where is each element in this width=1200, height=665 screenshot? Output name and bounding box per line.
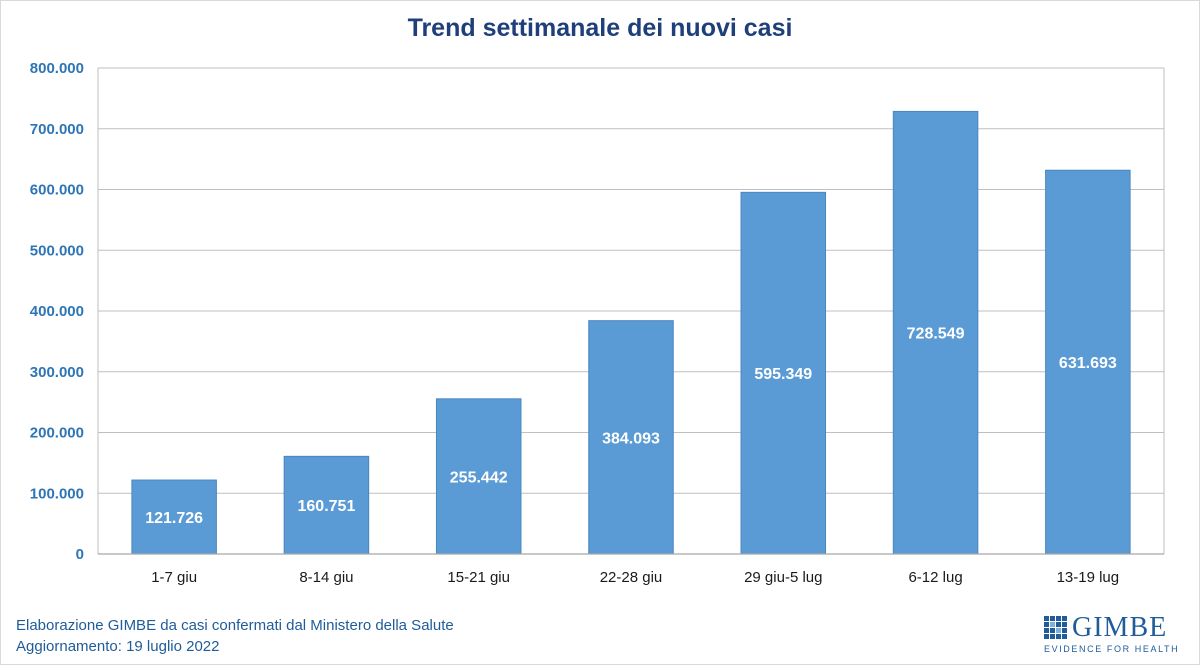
bar-value-label: 595.349 [754, 366, 812, 383]
logo-tagline: EVIDENCE FOR HEALTH [1044, 644, 1180, 654]
bar-chart: 0 100.000 200.000 300.000 400.000 500.000 600.… [30, 60, 1165, 586]
footer-note: Elaborazione GIMBE da casi confermati da… [16, 615, 454, 657]
x-tick-label: 22-28 giu [600, 569, 663, 586]
footer-updated: Aggiornamento: 19 luglio 2022 [16, 638, 220, 655]
bar-value-label: 384.093 [602, 430, 660, 447]
bar [1045, 169, 1131, 555]
bar-value-label: 631.693 [1059, 355, 1117, 372]
y-tick-label: 600.000 [30, 182, 84, 199]
y-tick-label: 500.000 [30, 242, 84, 259]
bar-value-label: 255.442 [450, 469, 508, 486]
bar [892, 110, 979, 555]
bar [283, 455, 370, 555]
bar [131, 479, 217, 555]
gimbe-logo: GIMBE EVIDENCE FOR HEALTH [1040, 612, 1180, 654]
chart-title: Trend settimanale dei nuovi casi [407, 14, 793, 42]
y-tick-label: 700.000 [30, 121, 84, 138]
footer-source: Elaborazione GIMBE da casi confermati da… [16, 617, 454, 634]
y-tick-label: 0 [76, 546, 84, 563]
bar [740, 191, 827, 555]
y-tick-label: 800.000 [30, 60, 84, 77]
x-tick-label: 13-19 lug [1057, 569, 1120, 586]
y-tick-label: 200.000 [30, 425, 84, 442]
bar-value-label: 121.726 [145, 510, 203, 527]
bar-value-label: 728.549 [907, 326, 965, 343]
x-tick-label: 8-14 giu [299, 569, 353, 586]
x-tick-label: 1-7 giu [151, 569, 197, 586]
y-tick-label: 100.000 [30, 485, 84, 502]
logo-wordmark: GIMBE [1072, 612, 1168, 643]
x-tick-label: 6-12 lug [908, 569, 962, 586]
x-tick-label: 15-21 giu [447, 569, 510, 586]
x-tick-label: 29 giu-5 lug [744, 569, 822, 586]
bar-value-label: 160.751 [298, 498, 356, 515]
bar [435, 398, 522, 555]
logo-grid-icon [1044, 616, 1067, 639]
y-tick-label: 300.000 [30, 364, 84, 381]
bar [588, 320, 674, 555]
y-tick-label: 400.000 [30, 303, 84, 320]
